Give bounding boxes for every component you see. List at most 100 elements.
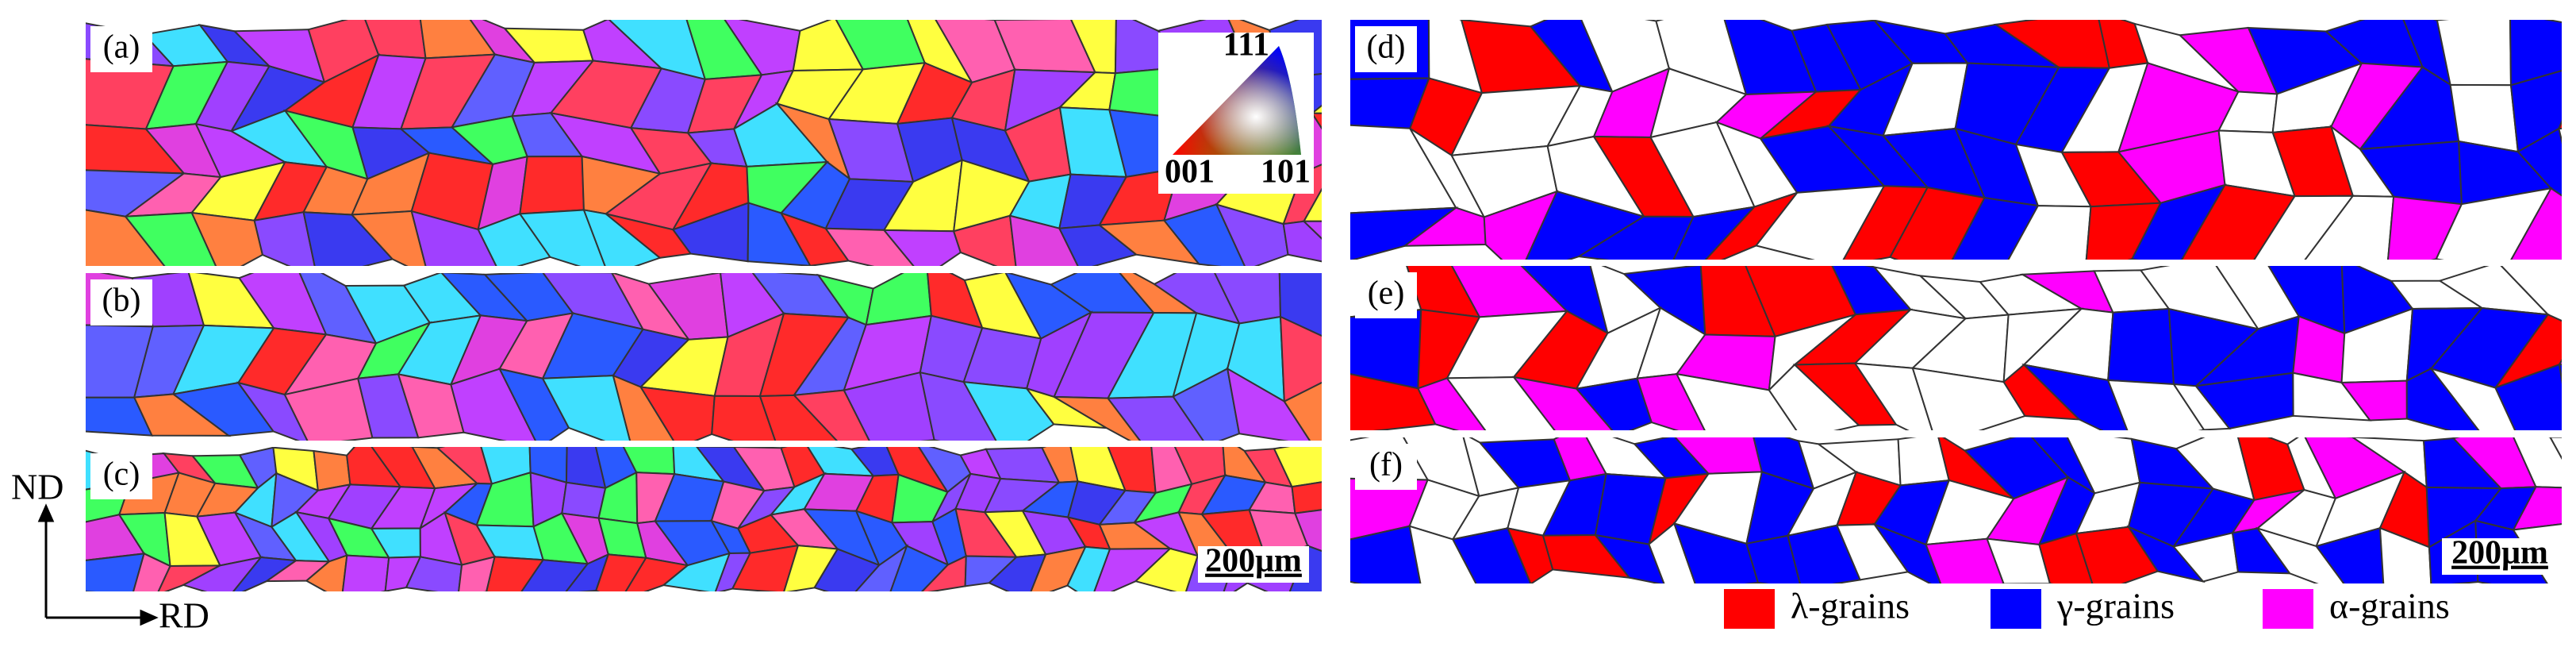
grain bbox=[1066, 545, 1111, 591]
grain bbox=[486, 556, 545, 591]
grain bbox=[2509, 20, 2562, 87]
grain bbox=[595, 553, 648, 591]
grain bbox=[2130, 183, 2227, 260]
grain bbox=[2255, 526, 2345, 583]
grain bbox=[341, 554, 390, 591]
grain bbox=[2494, 363, 2562, 430]
grain bbox=[952, 214, 1017, 266]
grain bbox=[2513, 437, 2562, 489]
grain bbox=[2436, 20, 2512, 87]
panel-label-box bbox=[1355, 272, 1417, 318]
grain bbox=[2569, 257, 2576, 329]
grain bbox=[1925, 537, 2005, 583]
grain bbox=[520, 559, 589, 591]
grain bbox=[2573, 25, 2576, 64]
panel-label-box bbox=[90, 26, 152, 72]
grain bbox=[132, 552, 171, 591]
grain bbox=[1350, 525, 1422, 583]
grain bbox=[2304, 194, 2395, 260]
ipf-triangle-white bbox=[1173, 46, 1301, 155]
grain bbox=[2378, 526, 2432, 583]
grain-map bbox=[1350, 257, 2576, 430]
ipf-corner: 101 bbox=[1261, 154, 1311, 191]
panel-label-box bbox=[90, 279, 152, 325]
grain bbox=[350, 210, 427, 266]
grain bbox=[1416, 377, 1487, 430]
grain bbox=[1226, 367, 1311, 441]
grain bbox=[405, 556, 463, 591]
axis-label: RD bbox=[159, 595, 209, 636]
grain-map bbox=[86, 447, 1322, 591]
legend-label: λ-grains bbox=[1791, 586, 1910, 626]
grain bbox=[1311, 112, 1322, 130]
grain bbox=[1675, 372, 1798, 430]
grain bbox=[2435, 187, 2553, 260]
ipf-corner: 111 bbox=[1223, 27, 1269, 64]
overlays: (a) (b) (c) (d) (e) (f) bbox=[90, 26, 1417, 499]
panel-label: (f) bbox=[1369, 447, 1403, 483]
grain bbox=[1310, 104, 1322, 114]
grain bbox=[518, 209, 606, 266]
panel-label-box bbox=[1355, 26, 1417, 72]
grain bbox=[731, 544, 800, 591]
grain bbox=[1106, 395, 1204, 441]
grain bbox=[313, 449, 351, 492]
grain bbox=[458, 555, 496, 591]
grain bbox=[2038, 532, 2094, 583]
grain bbox=[988, 553, 1047, 591]
direction-axes bbox=[37, 503, 159, 626]
grain bbox=[410, 210, 497, 266]
grain bbox=[1408, 525, 1477, 583]
grain bbox=[1350, 77, 1430, 129]
grain bbox=[758, 394, 839, 441]
grain bbox=[86, 396, 154, 437]
panel-label-box bbox=[1355, 444, 1417, 490]
scale-bar-box bbox=[1198, 546, 1309, 583]
grain bbox=[1754, 185, 1886, 260]
grain bbox=[1593, 533, 1665, 583]
legend: λ-grains γ-grains α-grains bbox=[1724, 586, 2450, 629]
grain bbox=[823, 227, 915, 266]
legend-swatch bbox=[2263, 589, 2313, 629]
grain bbox=[1648, 522, 1696, 583]
grain bbox=[2558, 359, 2562, 366]
grain bbox=[1511, 375, 1614, 430]
grain-map bbox=[1350, 437, 2562, 583]
scale-bar: 200μm bbox=[2451, 535, 2548, 572]
grain bbox=[1294, 509, 1322, 553]
grain bbox=[519, 155, 585, 215]
grain bbox=[1986, 537, 2051, 583]
grain bbox=[889, 545, 950, 591]
grain bbox=[1301, 220, 1322, 240]
grain bbox=[450, 368, 537, 441]
grain bbox=[1445, 376, 1556, 430]
grain bbox=[2021, 363, 2129, 430]
grain bbox=[2500, 266, 2562, 322]
grain bbox=[305, 554, 348, 591]
grain bbox=[541, 375, 632, 441]
grain bbox=[711, 395, 777, 441]
grain bbox=[1451, 527, 1532, 583]
grain bbox=[1279, 315, 1322, 403]
grain bbox=[2428, 367, 2516, 430]
grain bbox=[1050, 395, 1142, 441]
ipf-key: 111 001 101 bbox=[1158, 27, 1314, 194]
grain bbox=[2007, 205, 2092, 260]
grain bbox=[1576, 215, 1695, 260]
grain bbox=[2558, 364, 2562, 384]
axis-label: ND bbox=[11, 467, 63, 507]
grain bbox=[1302, 187, 1322, 222]
grain bbox=[1008, 214, 1079, 266]
grain bbox=[2253, 194, 2355, 260]
grain bbox=[1291, 481, 1322, 514]
grain bbox=[2549, 437, 2562, 460]
grain-map bbox=[1350, 20, 2576, 260]
grain bbox=[1278, 273, 1322, 337]
grain bbox=[612, 374, 675, 441]
grain bbox=[181, 556, 263, 591]
nd-arrowhead bbox=[37, 503, 55, 522]
grain bbox=[1483, 190, 1559, 260]
grain bbox=[792, 389, 870, 441]
grain bbox=[1636, 373, 1706, 430]
